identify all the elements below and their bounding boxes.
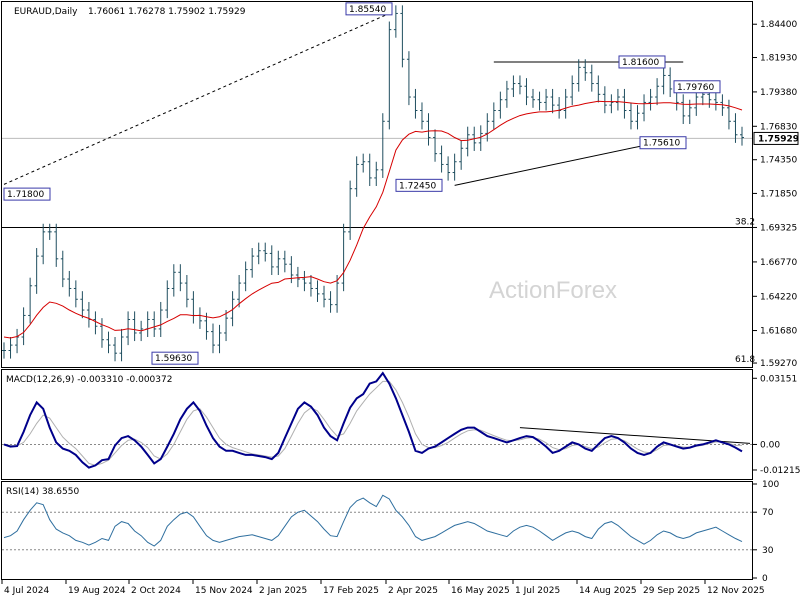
fib-label: 38.2	[735, 218, 755, 228]
macd-tick-label: -0.012158	[760, 466, 800, 476]
symbol-header: EURAUD,Daily	[14, 7, 78, 17]
price-axis: 1.84400 1.81930 1.79380 1.76830 1.74350 1.718…	[752, 20, 799, 369]
dashed-trendline	[3, 12, 390, 185]
ma-line	[3, 100, 743, 339]
date-tick-label: 15 Nov 2024	[195, 586, 253, 596]
rsi-line	[3, 494, 743, 547]
macd-tick-label: 0.00	[760, 440, 780, 450]
macd-panel	[1, 369, 753, 480]
macd-lines: 0.03151 0.00 -0.012158	[2, 371, 800, 476]
price-tick-label: 1.81930	[760, 54, 797, 64]
price-tick-label: 1.59270	[760, 359, 797, 369]
price-tick-label: 1.69325	[760, 223, 797, 233]
annotation-label: 1.81600	[622, 58, 659, 68]
macd-header: MACD(12,26,9) -0.003310 -0.000372	[6, 375, 172, 385]
rsi-tick-label: 70	[762, 508, 774, 518]
annotation-box	[639, 136, 687, 150]
date-tick-label: 29 Sep 2025	[643, 586, 700, 596]
price-tick-label: 1.84400	[760, 20, 797, 30]
date-tick-label: 16 May 2025	[451, 586, 510, 596]
rsi-tick-label: 0	[762, 574, 768, 584]
current-price-label: 1.75929	[758, 134, 799, 144]
annotation-box	[673, 80, 721, 94]
macd-line	[3, 371, 743, 469]
gridlines: 38.2 61.8	[2, 137, 755, 365]
price-tick-label: 1.61680	[760, 327, 797, 337]
annotation-box	[3, 187, 51, 201]
price-panel	[1, 1, 753, 368]
annotation-label: 1.72450	[399, 181, 436, 191]
annotation-label: 1.75610	[643, 139, 680, 149]
macd-tick-label: 0.03151	[760, 374, 797, 384]
annotation-box	[151, 351, 199, 365]
support-trendline	[454, 142, 658, 186]
annotation-label: 1.85540	[349, 5, 386, 15]
watermark: ActionForex	[489, 277, 617, 304]
price-bars	[2, 5, 744, 362]
rsi-lines: 100 70 30 0	[2, 480, 779, 584]
annotation-box	[618, 55, 666, 69]
annotations: 1.85540 1.81600 1.79760 1.75610 1.72450 1.718…	[3, 2, 721, 365]
price-tick-label: 1.79380	[760, 88, 797, 98]
moving-average	[3, 100, 743, 339]
ohlc-header: 1.76061 1.76278 1.75902 1.75929	[88, 7, 246, 17]
annotation-box	[345, 2, 393, 16]
annotation-label: 1.79760	[677, 83, 714, 93]
date-tick-label: 14 Aug 2025	[579, 586, 637, 596]
date-axis: 4 Jul 2024 19 Aug 2024 2 Oct 2024 15 Nov 20…	[1, 580, 765, 596]
price-tick-label: 1.76830	[760, 122, 797, 132]
price-tick-label: 1.71850	[760, 189, 797, 199]
price-tick-label: 1.64220	[760, 292, 797, 302]
date-tick-label: 19 Aug 2024	[68, 586, 126, 596]
date-tick-label: 2 Jan 2025	[259, 586, 307, 596]
annotation-box	[395, 178, 443, 192]
annotation-label: 1.71800	[7, 190, 44, 200]
rsi-tick-label: 100	[762, 480, 779, 490]
date-tick-label: 4 Jul 2024	[4, 586, 49, 596]
price-tick-label: 1.74350	[760, 156, 797, 166]
annotation-label: 1.59630	[155, 354, 192, 364]
date-tick-label: 1 Jul 2025	[515, 586, 560, 596]
rsi-header: RSI(14) 38.6550	[6, 487, 79, 497]
rsi-panel	[1, 481, 753, 580]
fib-label: 61.8	[735, 355, 755, 365]
price-tick-label: 1.66770	[760, 258, 797, 268]
date-tick-label: 12 Nov 2025	[707, 586, 765, 596]
date-tick-label: 2 Apr 2025	[388, 586, 438, 596]
current-price-tag	[753, 131, 799, 145]
date-tick-label: 2 Oct 2024	[131, 586, 181, 596]
rsi-tick-label: 30	[762, 546, 774, 556]
date-tick-label: 17 Feb 2025	[323, 586, 379, 596]
